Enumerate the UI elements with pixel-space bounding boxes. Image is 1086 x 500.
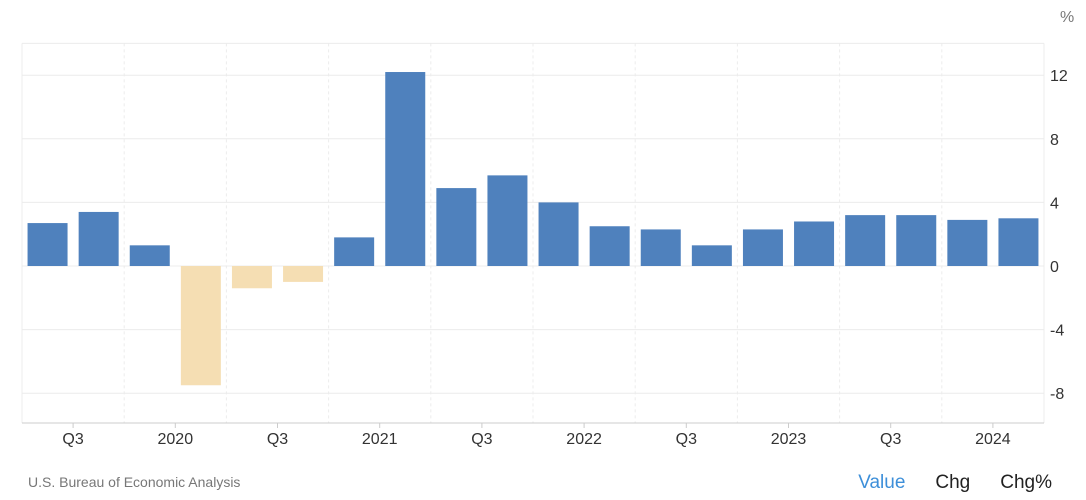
bar[interactable] xyxy=(283,266,324,282)
source-label: U.S. Bureau of Economic Analysis xyxy=(28,474,241,490)
bar[interactable] xyxy=(334,237,375,266)
bar[interactable] xyxy=(231,266,272,289)
bar[interactable] xyxy=(538,202,579,266)
y-tick-label: 4 xyxy=(1050,195,1059,212)
bar[interactable] xyxy=(78,211,119,266)
bar[interactable] xyxy=(589,226,630,266)
x-tick-label: 2020 xyxy=(158,431,194,448)
grid-lines xyxy=(21,42,1045,423)
x-tick-label: 2024 xyxy=(975,431,1011,448)
bar[interactable] xyxy=(845,215,886,266)
y-tick-label: -4 xyxy=(1050,323,1064,340)
bar[interactable] xyxy=(436,188,477,266)
bar-chart: -8 -4 0 4 8 12 Q3 2020 Q3 2021 Q3 2022 Q3 2023 Q3 2024… xyxy=(21,9,1074,448)
bar[interactable] xyxy=(129,245,170,266)
bar[interactable] xyxy=(487,175,528,266)
mode-chg-button[interactable]: Chg xyxy=(935,472,971,493)
x-tick-label: 2021 xyxy=(362,431,398,448)
bar[interactable] xyxy=(896,215,937,266)
bar[interactable] xyxy=(794,221,835,266)
y-axis-ticks: -8 -4 0 4 8 12 xyxy=(1050,68,1068,403)
y-tick-label: 8 xyxy=(1050,132,1059,149)
bar[interactable] xyxy=(998,218,1039,266)
bars xyxy=(27,72,1039,386)
x-tick-label: Q3 xyxy=(62,431,83,448)
bar[interactable] xyxy=(180,266,221,386)
y-unit-label: % xyxy=(1060,9,1074,26)
bar[interactable] xyxy=(640,229,681,266)
y-tick-label: 12 xyxy=(1050,68,1068,85)
x-tick-label: 2022 xyxy=(566,431,602,448)
mode-switch: Value Chg Chg% xyxy=(858,472,1052,494)
mode-chg-percent-button[interactable]: Chg% xyxy=(1000,472,1052,493)
bar[interactable] xyxy=(742,229,783,266)
bar[interactable] xyxy=(385,72,426,267)
bar[interactable] xyxy=(27,223,68,266)
x-tick-label: 2023 xyxy=(771,431,807,448)
bar[interactable] xyxy=(947,219,988,266)
mode-value-button[interactable]: Value xyxy=(858,472,906,493)
x-tick-label: Q3 xyxy=(880,431,901,448)
x-tick-label: Q3 xyxy=(267,431,288,448)
bar[interactable] xyxy=(691,245,732,266)
x-tick-label: Q3 xyxy=(676,431,697,448)
x-tick-label: Q3 xyxy=(471,431,492,448)
y-tick-label: -8 xyxy=(1050,386,1064,403)
x-axis-ticks: Q3 2020 Q3 2021 Q3 2022 Q3 2023 Q3 2024 xyxy=(62,423,1011,448)
y-tick-label: 0 xyxy=(1050,259,1059,276)
